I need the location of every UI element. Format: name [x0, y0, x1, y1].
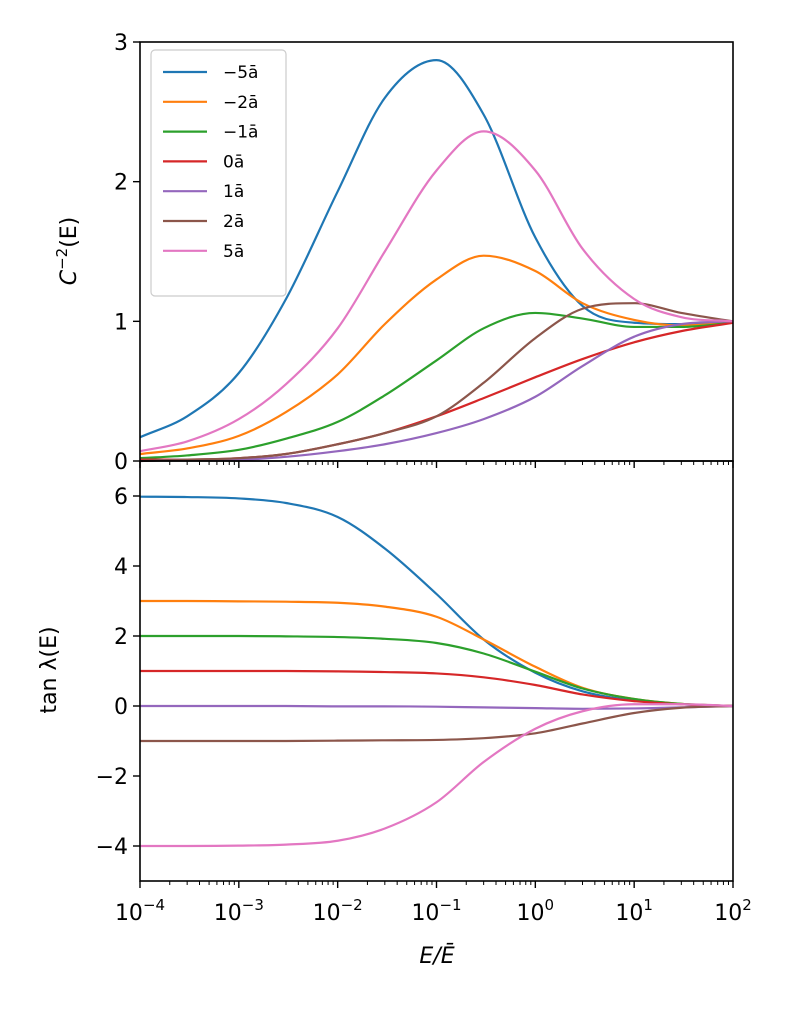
bottom-series-line-4 — [140, 704, 734, 710]
bottom-y-tick-label-5: 6 — [114, 485, 128, 510]
x-tick-label-exp: −3 — [242, 896, 264, 914]
legend-label-4: 1ā — [223, 182, 244, 202]
x-tick-label-3: 10−1 — [411, 896, 461, 926]
bottom-axes-frame — [139, 460, 734, 882]
top-y-tick-label-2: 2 — [114, 171, 128, 196]
bottom-series-line-6 — [140, 703, 734, 848]
top-ylabel-tail: (E) — [57, 217, 82, 248]
x-tick-label-5: 101 — [615, 896, 653, 926]
bottom-series-group — [139, 495, 734, 848]
bottom-series-line-3 — [140, 669, 734, 708]
x-tick-label-base: 10 — [714, 901, 742, 926]
x-tick-label-exp: −1 — [439, 896, 461, 914]
top-y-tick-label-1: 1 — [114, 310, 128, 335]
x-tick-label-4: 100 — [517, 896, 555, 926]
top-series-line-5 — [139, 302, 734, 463]
bottom-y-tick-label-2: 0 — [114, 695, 128, 720]
top-y-axis-label: C−2(E) — [53, 217, 82, 286]
top-series-line-0 — [139, 59, 734, 439]
x-tick-label-base: 10 — [517, 901, 545, 926]
x-tick-labels-group: 10−4 10−3 10−2 10−1 100 101 102 — [115, 896, 752, 926]
legend-label-2: −1ā — [223, 123, 258, 143]
bottom-y-tick-label-4: 4 — [114, 555, 128, 580]
x-tick-label-exp: −2 — [341, 896, 363, 914]
top-series-line-4 — [139, 320, 734, 463]
top-ylabel-base: C — [57, 269, 82, 285]
top-ylabel-sup: −2 — [53, 248, 71, 270]
legend-label-5: 2ā — [223, 212, 244, 232]
x-tick-label-exp: 0 — [545, 896, 555, 914]
bottom-y-tick-label-0: −4 — [96, 835, 128, 860]
legend-label-0: −5ā — [223, 63, 258, 83]
top-y-tick-label-0: 0 — [114, 450, 128, 475]
bottom-series-line-5 — [140, 704, 734, 743]
x-tick-label-exp: 2 — [742, 896, 752, 914]
legend-label-1: −2ā — [223, 93, 258, 113]
legend-label-3: 0ā — [223, 152, 244, 172]
x-tick-label-0: 10−4 — [115, 896, 165, 926]
bottom-series-line-2 — [140, 634, 734, 708]
legend-box — [150, 49, 287, 297]
top-y-tick-label-3: 3 — [114, 31, 128, 56]
x-tick-label-base: 10 — [115, 901, 143, 926]
top-series-line-6 — [139, 130, 734, 453]
x-tick-label-base: 10 — [214, 901, 242, 926]
x-tick-label-base: 10 — [411, 901, 439, 926]
top-series-line-1 — [139, 254, 734, 456]
x-tick-label-base: 10 — [313, 901, 341, 926]
x-tick-label-exp: 1 — [643, 896, 653, 914]
x-tick-label-2: 10−2 — [313, 896, 363, 926]
x-tick-label-exp: −4 — [143, 896, 165, 914]
x-tick-label-1: 10−3 — [214, 896, 264, 926]
x-axis-label: E/Ē — [419, 944, 454, 969]
top-series-group — [139, 59, 734, 463]
top-series-line-2 — [139, 311, 734, 460]
legend: −5ā −2ā −1ā 0ā 1ā 2ā 5ā — [150, 49, 287, 297]
x-tick-label-6: 102 — [714, 896, 752, 926]
bottom-y-tick-label-3: 2 — [114, 625, 128, 650]
bottom-y-tick-label-1: −2 — [96, 765, 128, 790]
legend-label-6: 5ā — [223, 242, 244, 262]
bottom-y-axis-label: tan λ(E) — [37, 626, 62, 713]
x-tick-label-base: 10 — [615, 901, 643, 926]
